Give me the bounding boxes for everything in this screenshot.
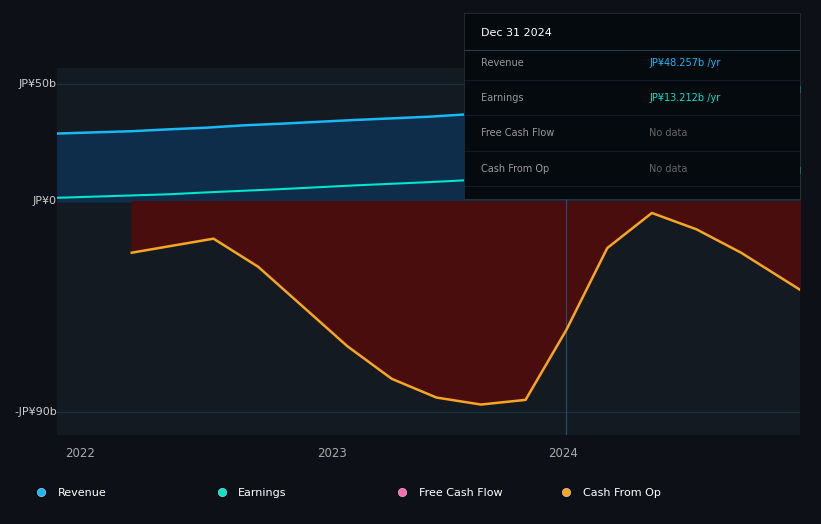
Text: JP¥0: JP¥0 [33,196,57,206]
Text: No data: No data [649,164,687,174]
Text: No data: No data [649,128,687,138]
Text: Dec 31 2024: Dec 31 2024 [481,28,552,38]
Text: 2022: 2022 [65,446,94,460]
Text: JP¥50b: JP¥50b [19,80,57,90]
Text: Cash From Op: Cash From Op [583,487,661,498]
Text: Free Cash Flow: Free Cash Flow [481,128,554,138]
Text: Earnings: Earnings [238,487,287,498]
Text: Revenue: Revenue [481,58,524,68]
Text: JP¥13.212b /yr: JP¥13.212b /yr [649,93,720,103]
Text: 2023: 2023 [318,446,347,460]
Text: Earnings: Earnings [481,93,523,103]
Text: 2024: 2024 [548,446,578,460]
Text: Past: Past [570,77,592,86]
Text: JP¥48.257b /yr: JP¥48.257b /yr [649,58,720,68]
Text: Free Cash Flow: Free Cash Flow [419,487,502,498]
Text: Cash From Op: Cash From Op [481,164,549,174]
Text: Revenue: Revenue [57,487,106,498]
Text: -JP¥90b: -JP¥90b [14,407,57,417]
